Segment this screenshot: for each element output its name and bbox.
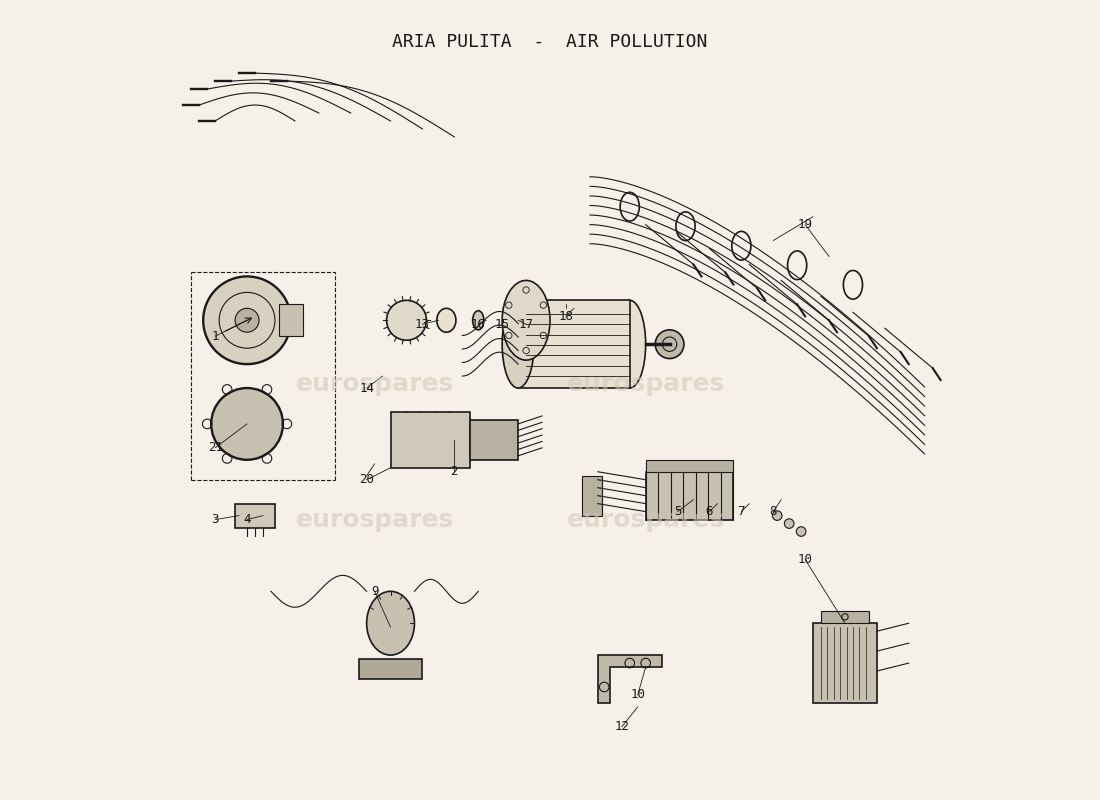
Ellipse shape bbox=[503, 281, 550, 360]
Text: 17: 17 bbox=[518, 318, 534, 330]
Text: 15: 15 bbox=[495, 318, 509, 330]
Ellipse shape bbox=[614, 300, 646, 388]
Text: 7: 7 bbox=[738, 505, 745, 518]
Bar bbox=[813, 623, 877, 703]
Text: 18: 18 bbox=[559, 310, 573, 322]
Text: 10: 10 bbox=[798, 553, 813, 566]
Text: 3: 3 bbox=[211, 513, 219, 526]
Bar bbox=[279, 304, 302, 336]
Ellipse shape bbox=[396, 412, 417, 468]
Ellipse shape bbox=[440, 412, 460, 468]
Text: 5: 5 bbox=[674, 505, 681, 518]
Text: 20: 20 bbox=[359, 474, 374, 486]
Circle shape bbox=[784, 518, 794, 528]
Circle shape bbox=[211, 388, 283, 460]
Bar bbox=[518, 300, 629, 388]
Text: 4: 4 bbox=[243, 513, 251, 526]
Circle shape bbox=[386, 300, 427, 340]
Text: 1: 1 bbox=[211, 330, 219, 342]
Text: eurospares: eurospares bbox=[296, 372, 453, 396]
Bar bbox=[582, 476, 602, 515]
Polygon shape bbox=[646, 460, 734, 472]
Text: 13: 13 bbox=[415, 318, 430, 330]
Ellipse shape bbox=[437, 308, 455, 332]
Text: 21: 21 bbox=[208, 442, 222, 454]
Bar bbox=[359, 659, 422, 679]
Polygon shape bbox=[597, 655, 661, 703]
Circle shape bbox=[235, 308, 258, 332]
Ellipse shape bbox=[454, 412, 474, 468]
Text: 10: 10 bbox=[630, 689, 646, 702]
Circle shape bbox=[772, 511, 782, 520]
Bar bbox=[471, 420, 518, 460]
Ellipse shape bbox=[411, 412, 431, 468]
Text: 6: 6 bbox=[706, 505, 713, 518]
Bar bbox=[646, 472, 734, 519]
Circle shape bbox=[796, 526, 806, 536]
Ellipse shape bbox=[503, 300, 535, 388]
Text: 8: 8 bbox=[770, 505, 777, 518]
Ellipse shape bbox=[473, 310, 484, 330]
Ellipse shape bbox=[366, 591, 415, 655]
Bar bbox=[390, 412, 471, 468]
Text: 2: 2 bbox=[451, 466, 458, 478]
Text: eurospares: eurospares bbox=[566, 372, 725, 396]
Bar bbox=[235, 504, 275, 527]
Text: 14: 14 bbox=[359, 382, 374, 394]
Text: eurospares: eurospares bbox=[566, 507, 725, 531]
Circle shape bbox=[656, 330, 684, 358]
Text: 12: 12 bbox=[614, 720, 629, 734]
Text: eurospares: eurospares bbox=[296, 507, 453, 531]
Text: ARIA PULITA  -  AIR POLLUTION: ARIA PULITA - AIR POLLUTION bbox=[393, 34, 707, 51]
Text: 9: 9 bbox=[371, 585, 378, 598]
Text: 16: 16 bbox=[471, 318, 486, 330]
Circle shape bbox=[204, 277, 290, 364]
Text: 19: 19 bbox=[798, 218, 813, 231]
Ellipse shape bbox=[426, 412, 446, 468]
Bar bbox=[821, 611, 869, 623]
